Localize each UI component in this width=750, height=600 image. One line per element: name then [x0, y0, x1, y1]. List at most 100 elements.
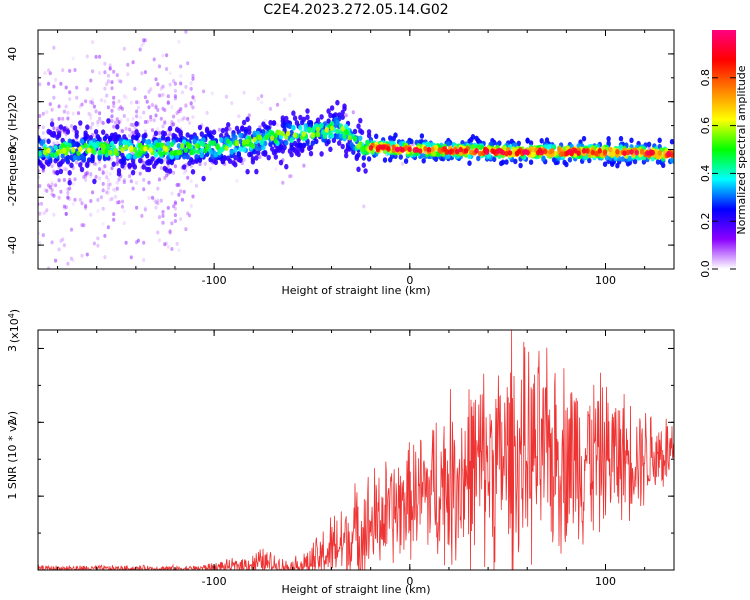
spectrogram-y-label: Frequency (Hz) [6, 109, 19, 192]
heatmap-cell [328, 146, 333, 153]
x-tick-label: 0 [406, 575, 413, 588]
heatmap-cell [230, 101, 234, 106]
heatmap-cell [176, 292, 179, 296]
heatmap-cell [90, 147, 95, 154]
heatmap-cell [173, 164, 177, 169]
heatmap-cell [298, 142, 303, 149]
heatmap-cell [134, 134, 139, 141]
heatmap-cell [52, 212, 56, 217]
heatmap-cell [625, 149, 631, 156]
heatmap-cell [146, 166, 152, 173]
heatmap-cell [163, 120, 167, 125]
heatmap-cell [169, 22, 172, 26]
heatmap-cell [305, 140, 310, 147]
heatmap-cell [166, 136, 171, 142]
heatmap-cell [117, 177, 121, 182]
heatmap-cell [189, 157, 194, 163]
heatmap-cell [558, 151, 564, 157]
heatmap-cell [310, 127, 315, 133]
heatmap-cell [377, 144, 382, 150]
heatmap-cell [324, 127, 329, 133]
heatmap-cell [149, 114, 153, 119]
heatmap-cell [85, 170, 89, 175]
heatmap-cell [172, 79, 176, 83]
heatmap-cell [300, 119, 305, 126]
heatmap-cell [73, 177, 77, 182]
heatmap-cell [61, 68, 65, 73]
heatmap-cell [75, 95, 79, 100]
heatmap-cell [179, 81, 183, 86]
heatmap-cell [126, 62, 130, 67]
heatmap-cell [143, 129, 147, 134]
heatmap-cell [112, 100, 116, 105]
heatmap-cell [292, 140, 298, 147]
heatmap-cell [298, 125, 303, 131]
heatmap-cell [484, 149, 490, 155]
heatmap-cell [315, 131, 321, 137]
heatmap-cell [191, 76, 195, 81]
heatmap-cell [528, 159, 534, 165]
heatmap-cell [38, 211, 42, 216]
heatmap-cell [184, 227, 188, 232]
heatmap-cell [291, 124, 296, 131]
heatmap-cell [79, 166, 85, 173]
heatmap-cell [156, 127, 160, 132]
heatmap-cell [157, 134, 162, 138]
heatmap-cell [111, 161, 116, 167]
heatmap-cell [64, 212, 68, 216]
heatmap-cell [56, 148, 62, 155]
heatmap-cell [113, 120, 118, 125]
heatmap-cell [458, 146, 463, 153]
heatmap-cell [189, 149, 194, 156]
heatmap-cell [54, 258, 58, 263]
heatmap-cell [351, 110, 355, 115]
heatmap-cell [67, 170, 72, 176]
heatmap-cell [211, 158, 217, 164]
heatmap-cell [362, 204, 366, 209]
heatmap-cell [557, 146, 562, 152]
heatmap-cell [622, 150, 627, 157]
heatmap-cell [106, 186, 110, 191]
heatmap-cell [184, 168, 188, 173]
heatmap-cell [66, 195, 70, 200]
heatmap-cell [68, 68, 72, 73]
heatmap-cell [419, 152, 425, 159]
heatmap-cell [78, 197, 82, 202]
heatmap-cell [119, 105, 123, 110]
heatmap-cell [282, 122, 287, 129]
heatmap-cell [245, 168, 250, 175]
heatmap-cell [389, 153, 395, 160]
colorbar-tick-label: 0.8 [699, 69, 712, 87]
heatmap-cell [374, 133, 379, 140]
heatmap-cell [191, 73, 195, 78]
heatmap-cell [208, 133, 213, 140]
heatmap-cell [173, 94, 177, 99]
heatmap-cell [140, 71, 144, 76]
heatmap-cell [110, 114, 114, 119]
heatmap-cell [141, 164, 146, 170]
heatmap-cell [194, 143, 199, 149]
heatmap-cell [254, 155, 259, 161]
heatmap-cell [187, 143, 192, 150]
heatmap-cell [96, 243, 100, 248]
heatmap-cell [95, 140, 101, 147]
heatmap-cell [504, 159, 509, 165]
heatmap-cell [358, 135, 363, 142]
heatmap-cell [242, 157, 246, 162]
heatmap-cell [290, 174, 294, 178]
heatmap-cell [165, 173, 169, 178]
heatmap-cell [106, 225, 110, 230]
heatmap-cell [83, 142, 88, 149]
heatmap-cell [328, 129, 333, 136]
heatmap-cell [541, 155, 546, 161]
heatmap-cell [226, 155, 231, 162]
heatmap-cell [112, 187, 116, 192]
y-tick-label: 2 [6, 419, 19, 426]
heatmap-cell [62, 243, 66, 248]
heatmap-cell [398, 141, 403, 147]
heatmap-cell [94, 162, 98, 167]
heatmap-cell [292, 115, 298, 121]
heatmap-cell [258, 155, 262, 159]
heatmap-cell [91, 97, 95, 102]
heatmap-cell [303, 127, 308, 133]
